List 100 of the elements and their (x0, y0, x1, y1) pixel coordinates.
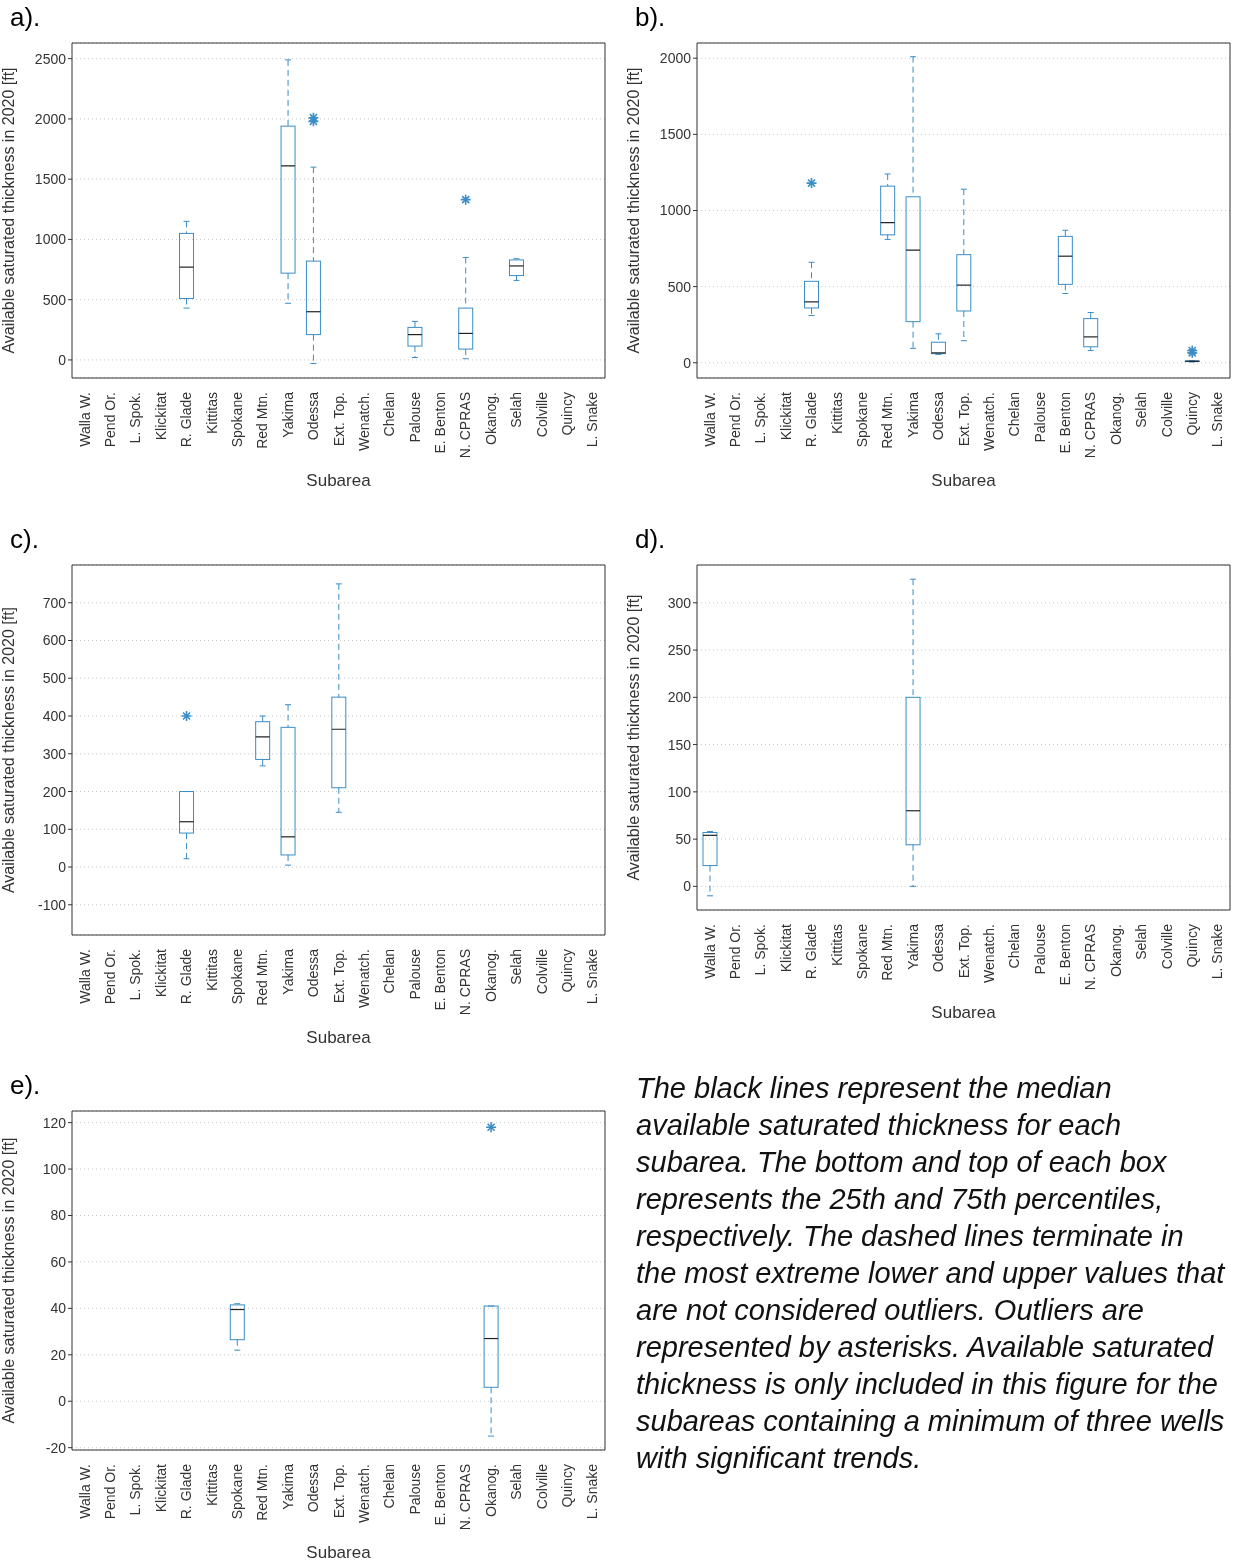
x-tick-label: Pend Or. (102, 1464, 119, 1520)
x-tick-label: E. Benton (432, 392, 449, 454)
x-tick-label: Kittitas (828, 924, 845, 967)
y-tick-label: 0 (58, 351, 67, 368)
y-tick-label: 400 (42, 707, 67, 724)
x-tick-label: Odessa (305, 948, 322, 998)
x-tick-label: N. CPRAS (1082, 924, 1099, 991)
y-tick-label: 1000 (659, 202, 692, 219)
y-tick-label: 200 (667, 689, 692, 706)
x-tick-label: Red Mtn. (879, 392, 896, 449)
x-tick-label: N. CPRAS (457, 392, 474, 459)
x-tick-label: Colville (533, 948, 550, 995)
x-tick-label: Odessa (930, 391, 947, 441)
x-tick-label: Spokane (228, 1463, 245, 1520)
y-tick-label: 500 (667, 278, 692, 295)
x-tick-label: R. Glade (803, 923, 820, 980)
text: The black lines represent the median available saturated thickness for each subarea. The bottom and top of each box represents the 25th and 75th percentiles, respectively. The dashed lines terminate in the most extreme lower and upper values that are not considered outliers. Outliers are represented by asterisks. Available saturated thickness is only included in this figure for the subareas containing a minimum of three wells with significant trends. (636, 1072, 1225, 1474)
x-axis-title: Subarea (306, 1028, 372, 1047)
x-tick-label: Okanog. (1107, 392, 1124, 445)
y-tick-label: 2000 (34, 110, 67, 127)
x-tick-label: Chelan (381, 392, 398, 437)
chart-title: b). (635, 2, 666, 33)
x-tick-label: Walla W. (701, 924, 718, 979)
y-tick-label: 700 (42, 594, 67, 611)
y-tick-label: 2000 (659, 50, 692, 67)
x-axis-title: Subarea (306, 471, 372, 490)
x-tick-label: Ext. Top. (955, 924, 972, 979)
x-tick-label: N. CPRAS (457, 949, 474, 1016)
x-tick-label: Okanog. (482, 949, 499, 1002)
x-tick-label: Okanog. (1107, 924, 1124, 977)
y-tick-label: 250 (667, 642, 692, 659)
x-tick-label: Palouse (1031, 391, 1048, 443)
x-tick-label: Yakima (904, 391, 921, 438)
x-tick-label: Palouse (1031, 923, 1048, 975)
x-tick-label: L. Snake (584, 948, 601, 1005)
y-axis-title: Available saturated thickness in 2020 [ft] (0, 606, 17, 894)
x-tick-label: R. Glade (803, 391, 820, 448)
y-tick-label: 40 (50, 1300, 67, 1317)
y-tick-label: 0 (58, 1393, 67, 1410)
y-tick-label: 150 (667, 736, 692, 753)
x-tick-label: Spokane (853, 391, 870, 448)
y-tick-label: 20 (50, 1346, 67, 1363)
x-tick-label: L. Snake (584, 1463, 601, 1520)
x-tick-label: N. CPRAS (1082, 392, 1099, 459)
x-tick-label: Okanog. (482, 392, 499, 445)
x-tick-label: Yakima (279, 391, 296, 438)
y-tick-label: 50 (675, 831, 692, 848)
y-tick-label: 200 (42, 783, 67, 800)
x-tick-label: Quincy (1183, 924, 1200, 968)
x-tick-label: Wenatch. (355, 949, 372, 1008)
x-tick-label: Wenatch. (355, 1464, 372, 1523)
x-tick-label: Wenatch. (980, 924, 997, 983)
x-tick-label: Selah (508, 1464, 525, 1500)
x-tick-label: Ext. Top. (330, 949, 347, 1004)
y-tick-label: 100 (667, 783, 692, 800)
x-tick-label: Pend Or. (102, 949, 119, 1005)
x-tick-label: L. Spok. (127, 949, 144, 1001)
y-tick-label: 300 (667, 594, 692, 611)
x-tick-label: Palouse (406, 948, 423, 1000)
chart-title: e). (10, 1070, 41, 1101)
x-tick-label: Kittitas (203, 1464, 220, 1507)
x-tick-label: Yakima (279, 948, 296, 995)
y-tick-label: 300 (42, 745, 67, 762)
x-tick-label: N. CPRAS (457, 1464, 474, 1531)
x-axis-title: Subarea (931, 1003, 997, 1022)
y-tick-label: 600 (42, 632, 67, 649)
x-tick-label: Yakima (279, 1463, 296, 1510)
x-tick-label: Walla W. (701, 392, 718, 447)
x-tick-label: Chelan (381, 1464, 398, 1509)
x-tick-label: Kittitas (203, 392, 220, 435)
y-axis-title: Available saturated thickness in 2020 [ft] (624, 67, 642, 354)
x-tick-label: Colville (533, 391, 550, 438)
x-tick-label: Selah (508, 392, 525, 428)
x-tick-label: Wenatch. (355, 392, 372, 451)
x-tick-label: Walla W. (76, 949, 93, 1004)
x-tick-label: Pend Or. (102, 392, 119, 448)
x-tick-label: R. Glade (178, 948, 195, 1005)
x-tick-label: E. Benton (1057, 392, 1074, 454)
y-tick-label: 1500 (34, 171, 67, 188)
x-tick-label: Kittitas (828, 392, 845, 435)
x-tick-label: Wenatch. (980, 392, 997, 451)
y-tick-label: 500 (42, 670, 67, 687)
x-tick-label: Chelan (381, 949, 398, 994)
x-tick-label: Red Mtn. (254, 1464, 271, 1521)
x-tick-label: Kittitas (203, 949, 220, 992)
x-tick-label: L. Spok. (752, 924, 769, 976)
x-axis-title: Subarea (306, 1543, 372, 1562)
x-tick-label: Klickitat (777, 391, 794, 441)
x-tick-label: Pend Or. (727, 924, 744, 980)
x-tick-label: L. Spok. (127, 1464, 144, 1516)
x-tick-label: Ext. Top. (330, 1464, 347, 1519)
y-tick-label: 500 (42, 291, 67, 308)
x-tick-label: Klickitat (152, 391, 169, 441)
y-tick-label: 80 (50, 1207, 67, 1224)
x-tick-label: Chelan (1006, 924, 1023, 969)
x-tick-label: Klickitat (777, 923, 794, 973)
x-tick-label: Odessa (305, 1463, 322, 1513)
x-tick-label: Selah (1133, 924, 1150, 960)
y-axis-title: Available saturated thickness in 2020 [ft] (624, 594, 642, 881)
y-tick-label: 0 (58, 859, 67, 876)
